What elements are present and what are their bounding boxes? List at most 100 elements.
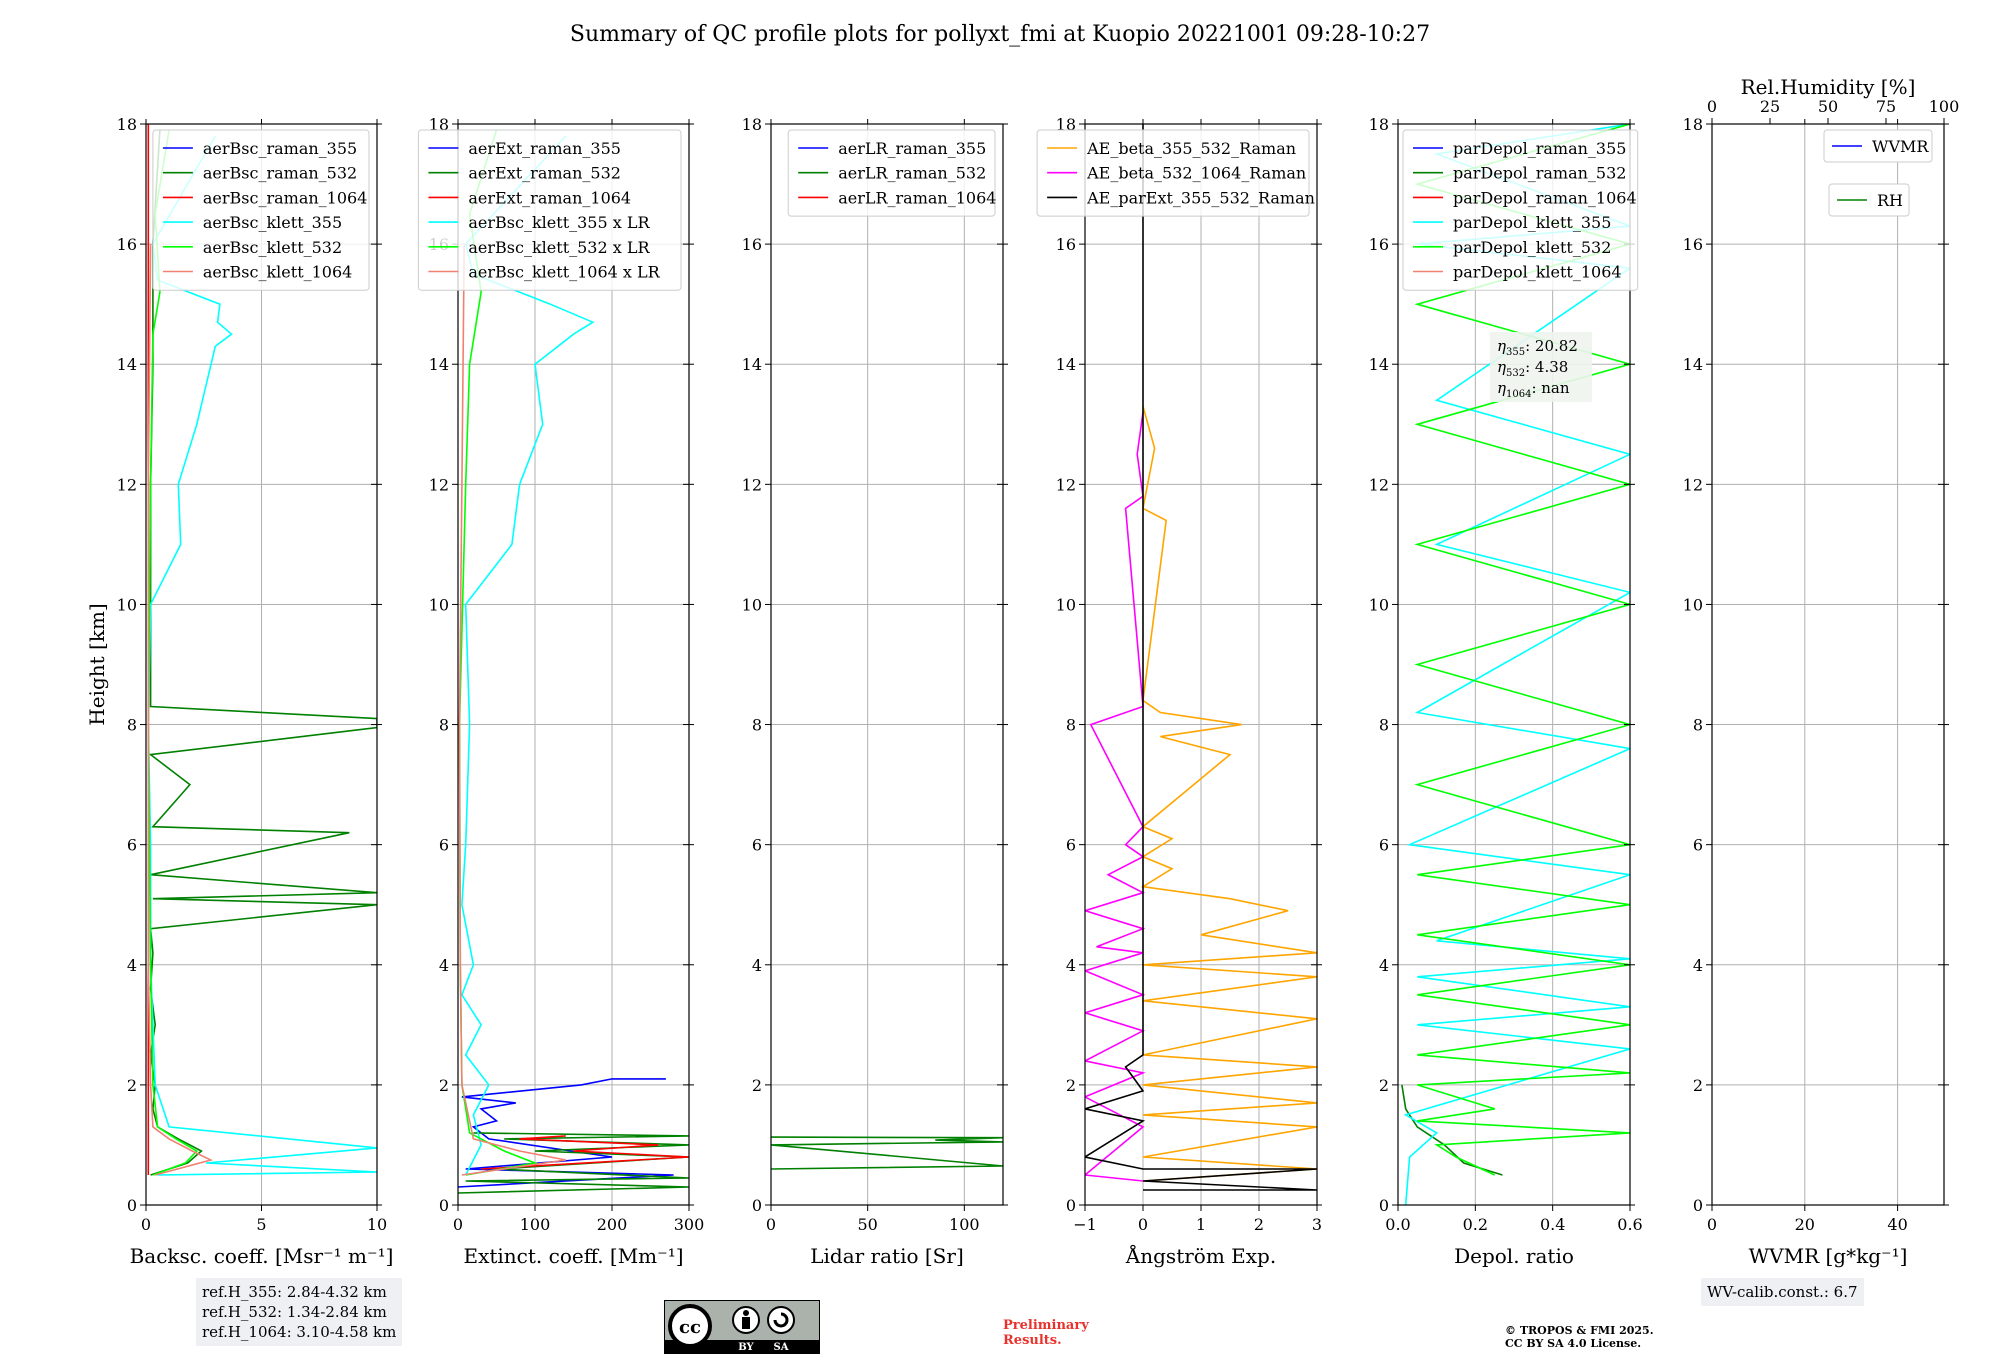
- legend-entry: aerBsc_klett_1064 x LR: [468, 263, 660, 282]
- series-line-aerBsc_raman_532: [148, 129, 377, 1176]
- y-tick-label: 6: [752, 836, 762, 855]
- y-tick-label: 12: [1056, 475, 1076, 494]
- x-tick-label: 0: [1138, 1215, 1148, 1234]
- legend-box: [1823, 129, 1933, 163]
- legend-entry: aerBsc_raman_355: [203, 139, 357, 158]
- legend-entry: aerExt_raman_1064: [468, 188, 631, 207]
- legend-box: [417, 129, 682, 291]
- panel-5: 0.0 0.2 0.4 0.6 0 2 4 6 8 10 12 14 16 18 Depol. ratio p…: [1369, 115, 1643, 1268]
- y-tick-label: 0: [752, 1196, 762, 1215]
- y-tick-label: 10: [1683, 595, 1703, 614]
- y-tick-label: 4: [127, 956, 137, 975]
- ref-height-532: ref.H_532: 1.34-2.84 km: [202, 1303, 387, 1321]
- y-tick-label: 8: [1693, 716, 1703, 735]
- series-line-parDepol_raman_532: [1401, 1084, 1503, 1176]
- y-tick-label: 16: [1056, 235, 1076, 254]
- x-tick-label: 0: [453, 1215, 463, 1234]
- y-tick-label: 10: [117, 595, 137, 614]
- x-tick-label: 0: [1707, 1215, 1717, 1234]
- y-tick-label: 12: [1369, 475, 1389, 494]
- legend-entry: parDepol_raman_355: [1453, 139, 1626, 158]
- preliminary-line-2: Results.: [1003, 1333, 1062, 1348]
- y-tick-label: 16: [1369, 235, 1389, 254]
- axes-frame: [770, 123, 1004, 1206]
- y-tick-label: 4: [1693, 956, 1703, 975]
- legend-entry: parDepol_klett_355: [1453, 213, 1611, 232]
- y-tick-label: 14: [429, 355, 449, 374]
- legend-entry: aerBsc_raman_532: [203, 164, 357, 183]
- y-tick-label: 2: [1379, 1076, 1389, 1095]
- series-group: [1085, 124, 1317, 1191]
- svg-text:cc: cc: [679, 1317, 701, 1338]
- legend: RH: [1828, 183, 1910, 217]
- x-tick-label: 300: [674, 1215, 705, 1234]
- x-tick-label: 40: [1887, 1215, 1907, 1234]
- y-tick-label: 4: [1066, 956, 1076, 975]
- x-tick-label: 5: [256, 1215, 266, 1234]
- y-tick-label: 14: [742, 355, 762, 374]
- x-tick-label: 100: [949, 1215, 980, 1234]
- y-tick-label: 16: [1683, 235, 1703, 254]
- series-line-aerBsc_klett_355: [147, 135, 377, 1176]
- y-tick-label: 10: [1056, 595, 1076, 614]
- series-line-AE_beta_532_1064_Raman: [1085, 412, 1146, 1182]
- annotation-box: [1490, 332, 1592, 402]
- legend: WVMR: [1823, 129, 1933, 163]
- legend-box: [1828, 183, 1910, 217]
- y-tick-label: 10: [742, 595, 762, 614]
- x-tick-label: 100: [520, 1215, 551, 1234]
- y-tick-label: 18: [1683, 115, 1703, 134]
- legend-box: [1402, 129, 1639, 291]
- y-tick-label: 8: [1066, 716, 1076, 735]
- series-line-aerLR_raman_532: [771, 1136, 1003, 1170]
- legend-entry: aerBsc_klett_355: [203, 213, 342, 232]
- legend-box: [787, 129, 996, 217]
- x-tick-label: 3: [1312, 1215, 1322, 1234]
- x-axis-label: Lidar ratio [Sr]: [810, 1244, 964, 1268]
- y-tick-label: 18: [117, 115, 137, 134]
- legend: aerBsc_raman_355 aerBsc_raman_532 aerBsc_r…: [152, 129, 370, 291]
- y-tick-label: 2: [1066, 1076, 1076, 1095]
- preliminary-note: Preliminary Results.: [1003, 1318, 1089, 1348]
- x-tick-label: −1: [1073, 1215, 1097, 1234]
- eta-355: η355: 20.82: [1497, 337, 1578, 358]
- x-tick-label: 10: [367, 1215, 387, 1234]
- series-line-aerBsc_klett_355 x LR: [461, 135, 595, 1176]
- legend: aerExt_raman_355 aerExt_raman_532 aerExt_r…: [417, 129, 682, 291]
- x-tick-label: 0.6: [1617, 1215, 1642, 1234]
- series-group: [147, 124, 377, 1176]
- x-axis-label: Extinct. coeff. [Mm⁻¹]: [463, 1244, 683, 1268]
- copyright-note: © TROPOS & FMI 2025. CC BY SA 4.0 Licens…: [1505, 1324, 1654, 1350]
- series-group: [771, 1136, 1003, 1170]
- x2-tick-label: 0: [1707, 97, 1717, 116]
- x-tick-label: 0.0: [1385, 1215, 1410, 1234]
- legend: aerLR_raman_355 aerLR_raman_532 aerLR_rama…: [787, 129, 996, 217]
- x2-tick-label: 25: [1760, 97, 1780, 116]
- axes-frame: [1397, 123, 1631, 1206]
- y-tick-label: 2: [127, 1076, 137, 1095]
- x-tick-label: 2: [1254, 1215, 1264, 1234]
- ref-height-1064: ref.H_1064: 3.10-4.58 km: [202, 1323, 397, 1341]
- panel-3: 0 50 100 0 2 4 6 8 10 12 14 16 18 Lidar ratio [Sr] aer…: [742, 115, 1008, 1268]
- legend-entry: WVMR: [1872, 137, 1929, 156]
- y-tick-label: 18: [429, 115, 449, 134]
- y-tick-label: 14: [1683, 355, 1703, 374]
- eta-532: η532: 4.38: [1497, 358, 1568, 379]
- series-line-aerExt_raman_1064: [481, 1135, 689, 1170]
- legend-entry: aerBsc_klett_1064: [203, 263, 352, 282]
- legend-entry: AE_beta_532_1064_Raman: [1086, 164, 1306, 183]
- y-tick-label: 6: [1379, 836, 1389, 855]
- sa-share-icon: [767, 1306, 795, 1334]
- x-tick-label: 0: [141, 1215, 151, 1234]
- y-tick-label: 6: [1066, 836, 1076, 855]
- y-tick-label: 10: [1369, 595, 1389, 614]
- y-tick-label: 14: [1369, 355, 1389, 374]
- y-tick-label: 0: [127, 1196, 137, 1215]
- y-tick-label: 6: [127, 836, 137, 855]
- y-tick-label: 2: [439, 1076, 449, 1095]
- x-tick-label: 0: [766, 1215, 776, 1234]
- legend-entry: parDepol_klett_1064: [1453, 263, 1622, 282]
- cc-by-sa-license-badge[interactable]: cc BY SA: [664, 1300, 820, 1354]
- y-tick-label: 12: [1683, 475, 1703, 494]
